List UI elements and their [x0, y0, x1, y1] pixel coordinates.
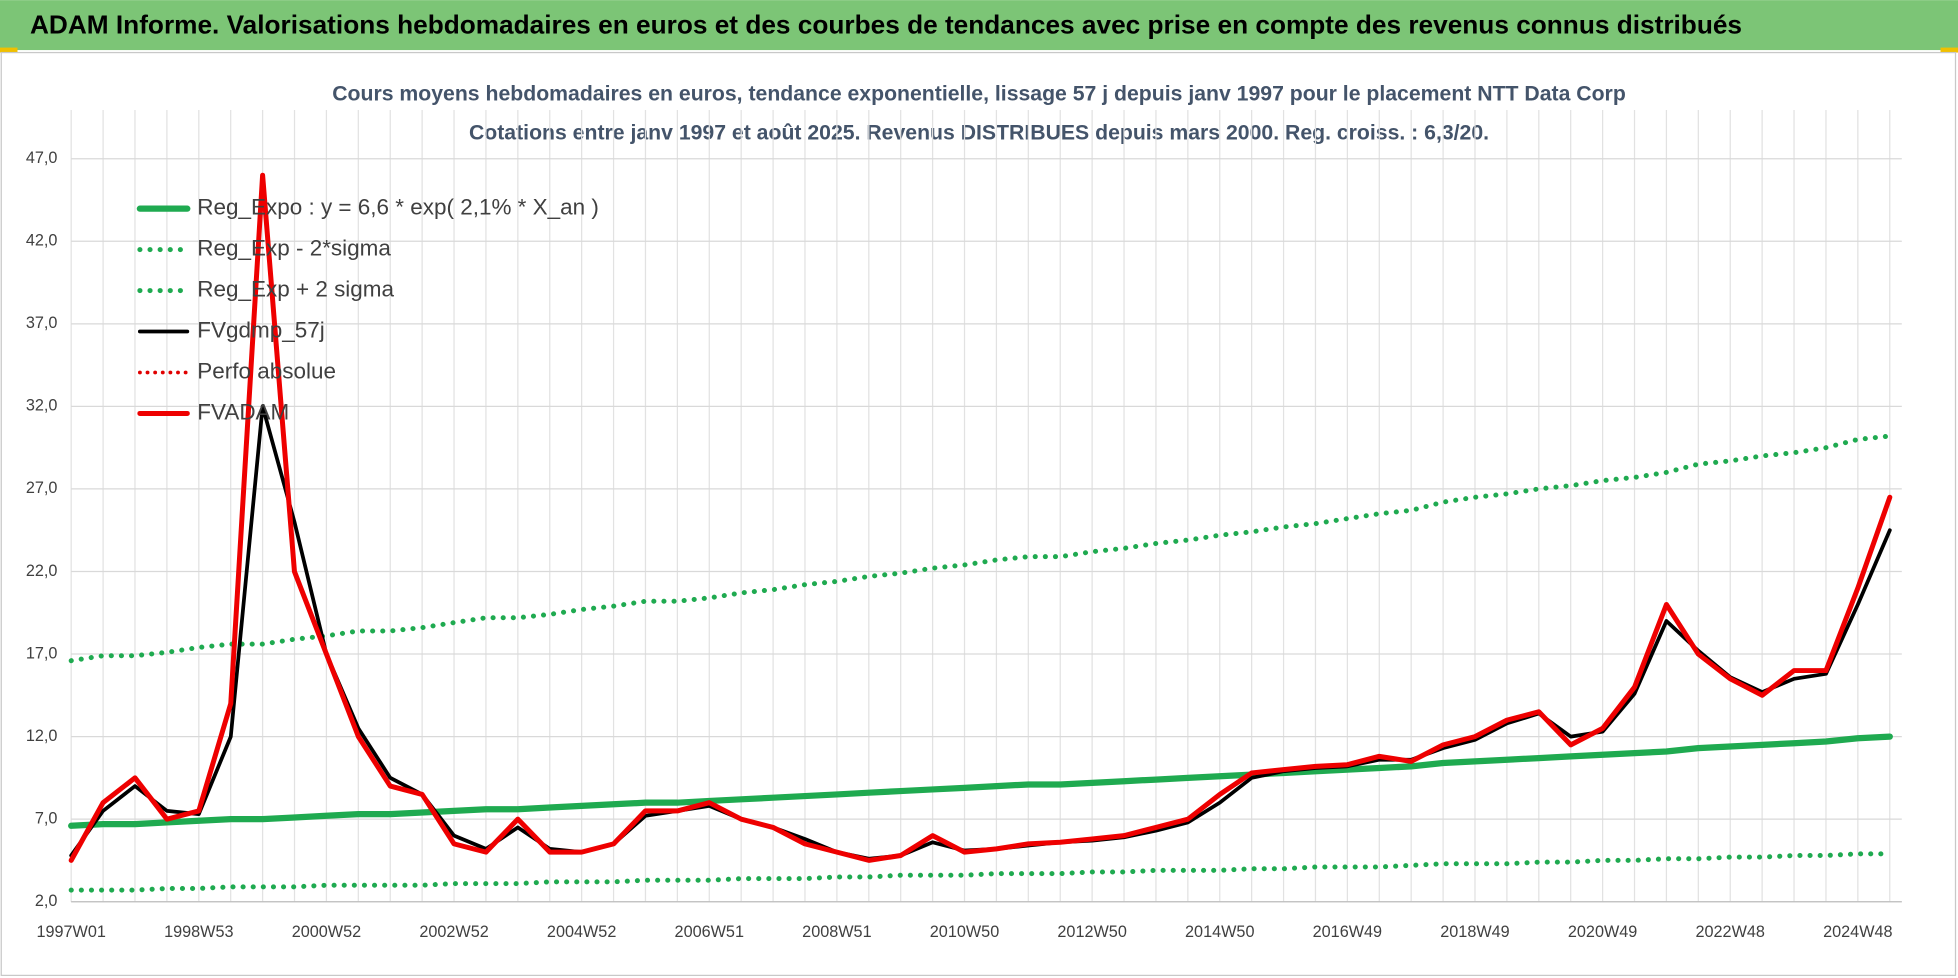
legend-label: Reg_Exp - 2*sigma [197, 236, 391, 261]
y-tick-label: 22,0 [26, 562, 58, 580]
y-tick-label: 12,0 [26, 727, 58, 745]
x-tick-label: 2020W49 [1568, 923, 1637, 941]
x-tick-label: 2008W51 [802, 923, 871, 941]
x-tick-label: 2016W49 [1313, 923, 1382, 941]
legend-label: FVADAM [197, 399, 289, 424]
x-tick-label: 2006W51 [675, 923, 744, 941]
x-tick-label: 2010W50 [930, 923, 999, 941]
x-tick-label: 2014W50 [1185, 923, 1254, 941]
x-tick-label: 2002W52 [419, 923, 488, 941]
y-tick-label: 2,0 [35, 892, 58, 910]
header-bar [0, 0, 1958, 51]
legend-label: Reg_Expo : y = 6,6 * exp( 2,1% * X_an ) [197, 195, 599, 220]
legend-label: FVgdmp_57j [197, 317, 324, 342]
chart-subtitle: Cotations entre janv 1997 et août 2025. … [469, 121, 1489, 144]
x-tick-label: 1998W53 [164, 923, 233, 941]
chart-frame [0, 51, 1957, 977]
x-tick-label: 2012W50 [1057, 923, 1126, 941]
legend-label: Reg_Exp + 2 sigma [197, 277, 394, 302]
series-line [68, 433, 1893, 664]
y-tick-label: 32,0 [26, 397, 58, 415]
y-tick-label: 27,0 [26, 479, 58, 497]
y-tick-label: 37,0 [26, 314, 58, 332]
header-title: ADAM Informe. Valorisations hebdomadaire… [30, 9, 1742, 39]
chart-title: Cours moyens hebdomadaires en euros, ten… [332, 83, 1626, 106]
x-tick-label: 2018W49 [1440, 923, 1509, 941]
y-tick-label: 17,0 [26, 644, 58, 662]
x-tick-label: 2004W52 [547, 923, 616, 941]
y-tick-label: 47,0 [26, 149, 58, 167]
x-tick-label: 2000W52 [292, 923, 361, 941]
series-line [68, 733, 1893, 829]
corner-accent [1940, 47, 1958, 53]
y-tick-label: 7,0 [35, 809, 58, 827]
y-tick-label: 42,0 [26, 232, 58, 250]
x-tick-label: 1997W01 [36, 923, 105, 941]
x-tick-label: 2024W48 [1823, 923, 1892, 941]
corner-accent [0, 47, 18, 53]
x-tick-label: 2022W48 [1696, 923, 1765, 941]
series-line [68, 172, 1893, 863]
legend-label: Perfo absolue [197, 358, 336, 383]
series-line [68, 851, 1893, 893]
